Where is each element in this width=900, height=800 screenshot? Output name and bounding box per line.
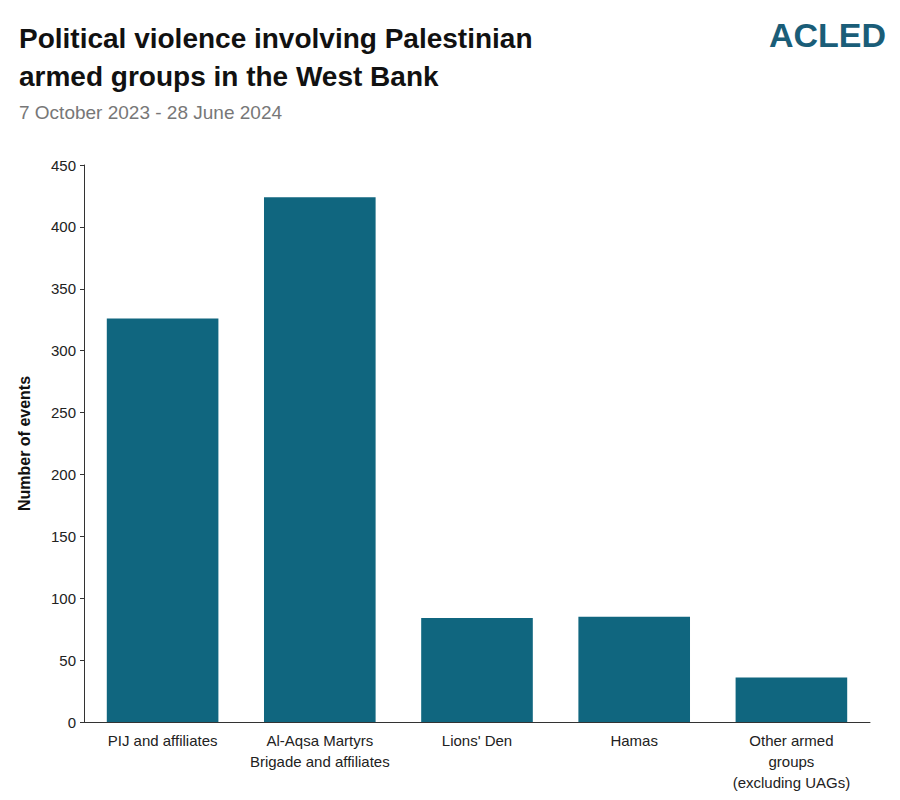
- svg-text:0: 0: [68, 714, 76, 731]
- svg-text:400: 400: [51, 218, 76, 235]
- svg-text:PIJ and affiliates: PIJ and affiliates: [108, 732, 218, 749]
- svg-text:450: 450: [51, 157, 76, 174]
- svg-text:350: 350: [51, 280, 76, 297]
- svg-text:Al-Aqsa Martyrs: Al-Aqsa Martyrs: [266, 732, 373, 749]
- svg-text:Lions' Den: Lions' Den: [442, 732, 512, 749]
- svg-text:100: 100: [51, 590, 76, 607]
- svg-text:250: 250: [51, 404, 76, 421]
- svg-text:Brigade and affiliates: Brigade and affiliates: [250, 753, 390, 770]
- svg-text:200: 200: [51, 466, 76, 483]
- svg-text:Hamas: Hamas: [610, 732, 658, 749]
- svg-text:300: 300: [51, 342, 76, 359]
- svg-text:Number of events: Number of events: [16, 376, 33, 511]
- svg-text:Political violence involving P: Political violence involving Palestinian: [19, 23, 533, 54]
- svg-text:(excluding UAGs): (excluding UAGs): [733, 774, 851, 791]
- svg-text:7 October 2023 - 28 June 2024: 7 October 2023 - 28 June 2024: [19, 102, 282, 123]
- svg-text:50: 50: [59, 652, 76, 669]
- svg-text:groups: groups: [768, 753, 814, 770]
- svg-text:Other armed: Other armed: [749, 732, 833, 749]
- svg-text:ACLED: ACLED: [769, 16, 886, 54]
- svg-text:armed groups in the West Bank: armed groups in the West Bank: [19, 61, 439, 92]
- svg-text:150: 150: [51, 528, 76, 545]
